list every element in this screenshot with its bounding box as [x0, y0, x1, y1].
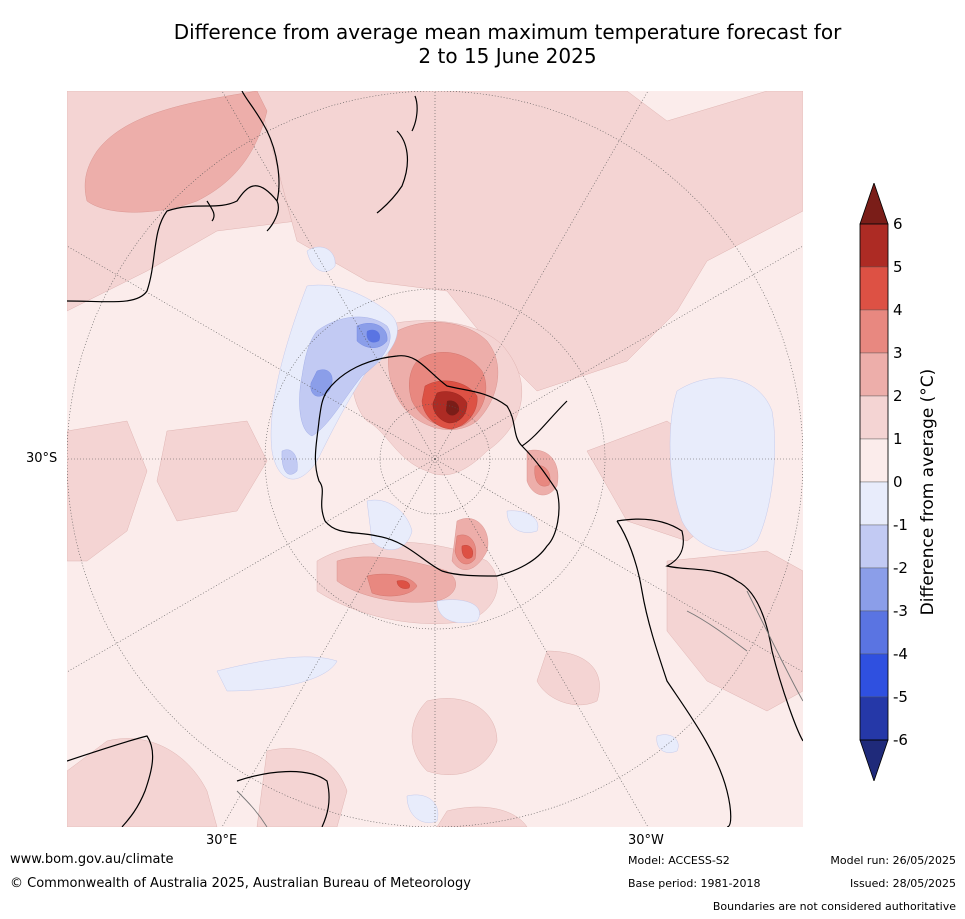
- colorbar-segment: [859, 223, 889, 268]
- base-period-text: Base period: 1981-2018: [628, 877, 761, 890]
- australia-coast: [67, 91, 280, 303]
- map-title: Difference from average mean maximum tem…: [0, 20, 965, 68]
- colorbar-segment: [859, 309, 889, 354]
- country-borders: [236, 590, 803, 827]
- issued-text: Issued: 28/05/2025: [849, 877, 956, 890]
- colorbar-segment: [859, 653, 889, 698]
- colorbar-segment: [859, 567, 889, 612]
- anomaly-minus-2-to-minus-3-regions: [310, 323, 388, 397]
- anomaly-above-6-regions: [446, 400, 460, 416]
- colorbar-extend-low: [859, 739, 889, 781]
- colorbar-tick-label: -1: [893, 516, 908, 534]
- colorbar-tick-label: 0: [893, 473, 903, 491]
- meridian-60e: [67, 458, 436, 673]
- colorbar-segment: [859, 266, 889, 311]
- colorbar-tick-label: -2: [893, 559, 908, 577]
- coastlines: [67, 91, 803, 827]
- meridian-150w: [434, 91, 649, 460]
- lon-label-30w: 30°W: [628, 833, 664, 848]
- colorbar-tick-label: -6: [893, 731, 908, 749]
- model-text: Model: ACCESS-S2: [628, 854, 730, 867]
- colorbar-segment: [859, 481, 889, 526]
- colorbar-segment: [859, 696, 889, 741]
- colorbar: [858, 183, 890, 781]
- antarctic-peninsula-coast: [521, 400, 568, 447]
- meridian-120e: [67, 245, 436, 460]
- lon-label-30e: 30°E: [206, 833, 238, 848]
- meridian-30w: [434, 458, 649, 827]
- copyright-text: © Commonwealth of Australia 2025, Austra…: [10, 876, 471, 891]
- graticule: [67, 91, 803, 827]
- colorbar-extend-high: [859, 183, 889, 225]
- colorbar-tick-label: 4: [893, 301, 903, 319]
- title-line-2: 2 to 15 June 2025: [418, 44, 597, 68]
- south-america-coast: [616, 518, 803, 827]
- polar-map: [67, 91, 803, 827]
- colorbar-tick-label: -3: [893, 602, 908, 620]
- lat-label-30s: 30°S: [26, 451, 58, 466]
- anomaly-map-svg: [67, 91, 803, 827]
- antarctica-coast: [314, 355, 560, 577]
- colorbar-segment: [859, 395, 889, 440]
- disclaimer-text: Boundaries are not considered authoritat…: [712, 900, 956, 913]
- colorbar-tick-label: 6: [893, 215, 903, 233]
- colorbar-title: Difference from average (°C): [918, 368, 938, 616]
- colorbar-tick-label: -4: [893, 645, 908, 663]
- meridian-150e: [221, 91, 436, 460]
- colorbar-tick-label: 3: [893, 344, 903, 362]
- tasmania-coast: [206, 200, 215, 222]
- colorbar-segment: [859, 352, 889, 397]
- meridian-60w: [434, 458, 803, 673]
- website-link[interactable]: www.bom.gov.au/climate: [10, 852, 174, 867]
- colorbar-segment: [859, 438, 889, 483]
- colorbar-tick-label: -5: [893, 688, 908, 706]
- colorbar-segment: [859, 524, 889, 569]
- africa-coast: [67, 735, 330, 827]
- colorbar-segment: [859, 610, 889, 655]
- meridian-30e: [221, 458, 436, 827]
- model-run-text: Model run: 26/05/2025: [830, 854, 956, 867]
- colorbar-svg: [859, 183, 889, 781]
- lat-circle-60s: [264, 288, 606, 630]
- colorbar-tick-label: 2: [893, 387, 903, 405]
- title-line-1: Difference from average mean maximum tem…: [173, 20, 842, 44]
- meridian-120w: [434, 245, 803, 460]
- colorbar-tick-label: 1: [893, 430, 903, 448]
- colorbar-tick-label: 5: [893, 258, 903, 276]
- new-zealand-coast: [376, 95, 418, 214]
- colorbar-border: [859, 223, 889, 741]
- anomaly-minus-3-to-minus-4-regions: [366, 329, 381, 343]
